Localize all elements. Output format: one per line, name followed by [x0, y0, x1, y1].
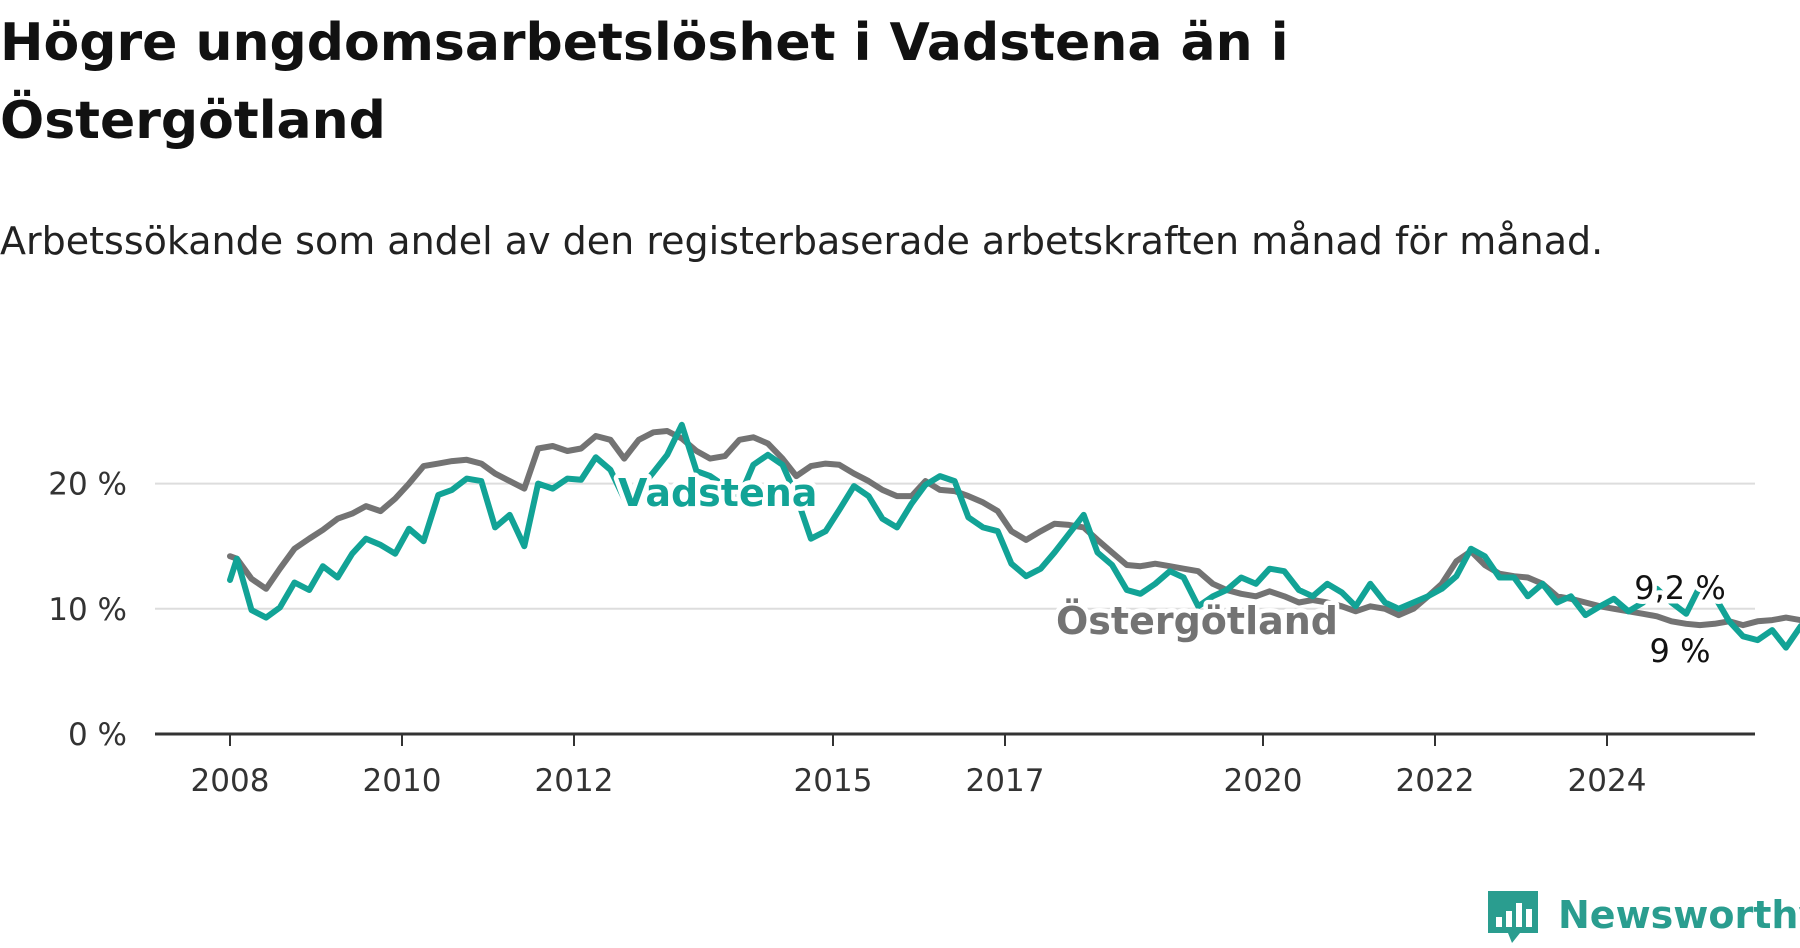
x-tick-label: 2012 [535, 763, 614, 799]
x-tick-label: 2024 [1568, 763, 1647, 799]
x-tick-label: 2017 [966, 763, 1045, 799]
y-tick-label: 10 % [48, 592, 127, 628]
series-label-vadstena: Vadstena [618, 471, 817, 515]
x-tick-label: 2015 [794, 763, 873, 799]
chart-title: Högre ungdomsarbetslöshet i Vadstena än … [0, 13, 1289, 151]
series-labels: Vadstena Östergötland 9,2 % 9 % [614, 467, 1731, 675]
end-label-vadstena: 9,2 % [1634, 569, 1725, 607]
x-tick-label: 2022 [1396, 763, 1475, 799]
x-tick-label: 2010 [363, 763, 442, 799]
series-label-ostergotland: Östergötland [1056, 599, 1338, 643]
chart-subtitle: Arbetssökande som andel av den registerb… [0, 219, 1604, 263]
x-axis-ticks: 2008 2010 2012 2015 2017 2020 2022 2024 [191, 734, 1647, 799]
series-line-ostergotland [227, 428, 1800, 629]
x-tick-label: 2008 [191, 763, 270, 799]
y-axis-ticks: 0 % 10 % 20 % [48, 467, 127, 753]
y-tick-label: 0 % [68, 717, 127, 753]
series-lines [227, 421, 1800, 651]
end-label-ostergotland: 9 % [1650, 632, 1711, 670]
x-tick-label: 2020 [1224, 763, 1303, 799]
grid-lines [155, 482, 1755, 736]
series-line-vadstena [227, 421, 1800, 651]
brand-name: Newsworthy [1558, 893, 1800, 937]
newsworthy-logo-icon [1488, 891, 1538, 943]
y-tick-label: 20 % [48, 467, 127, 503]
